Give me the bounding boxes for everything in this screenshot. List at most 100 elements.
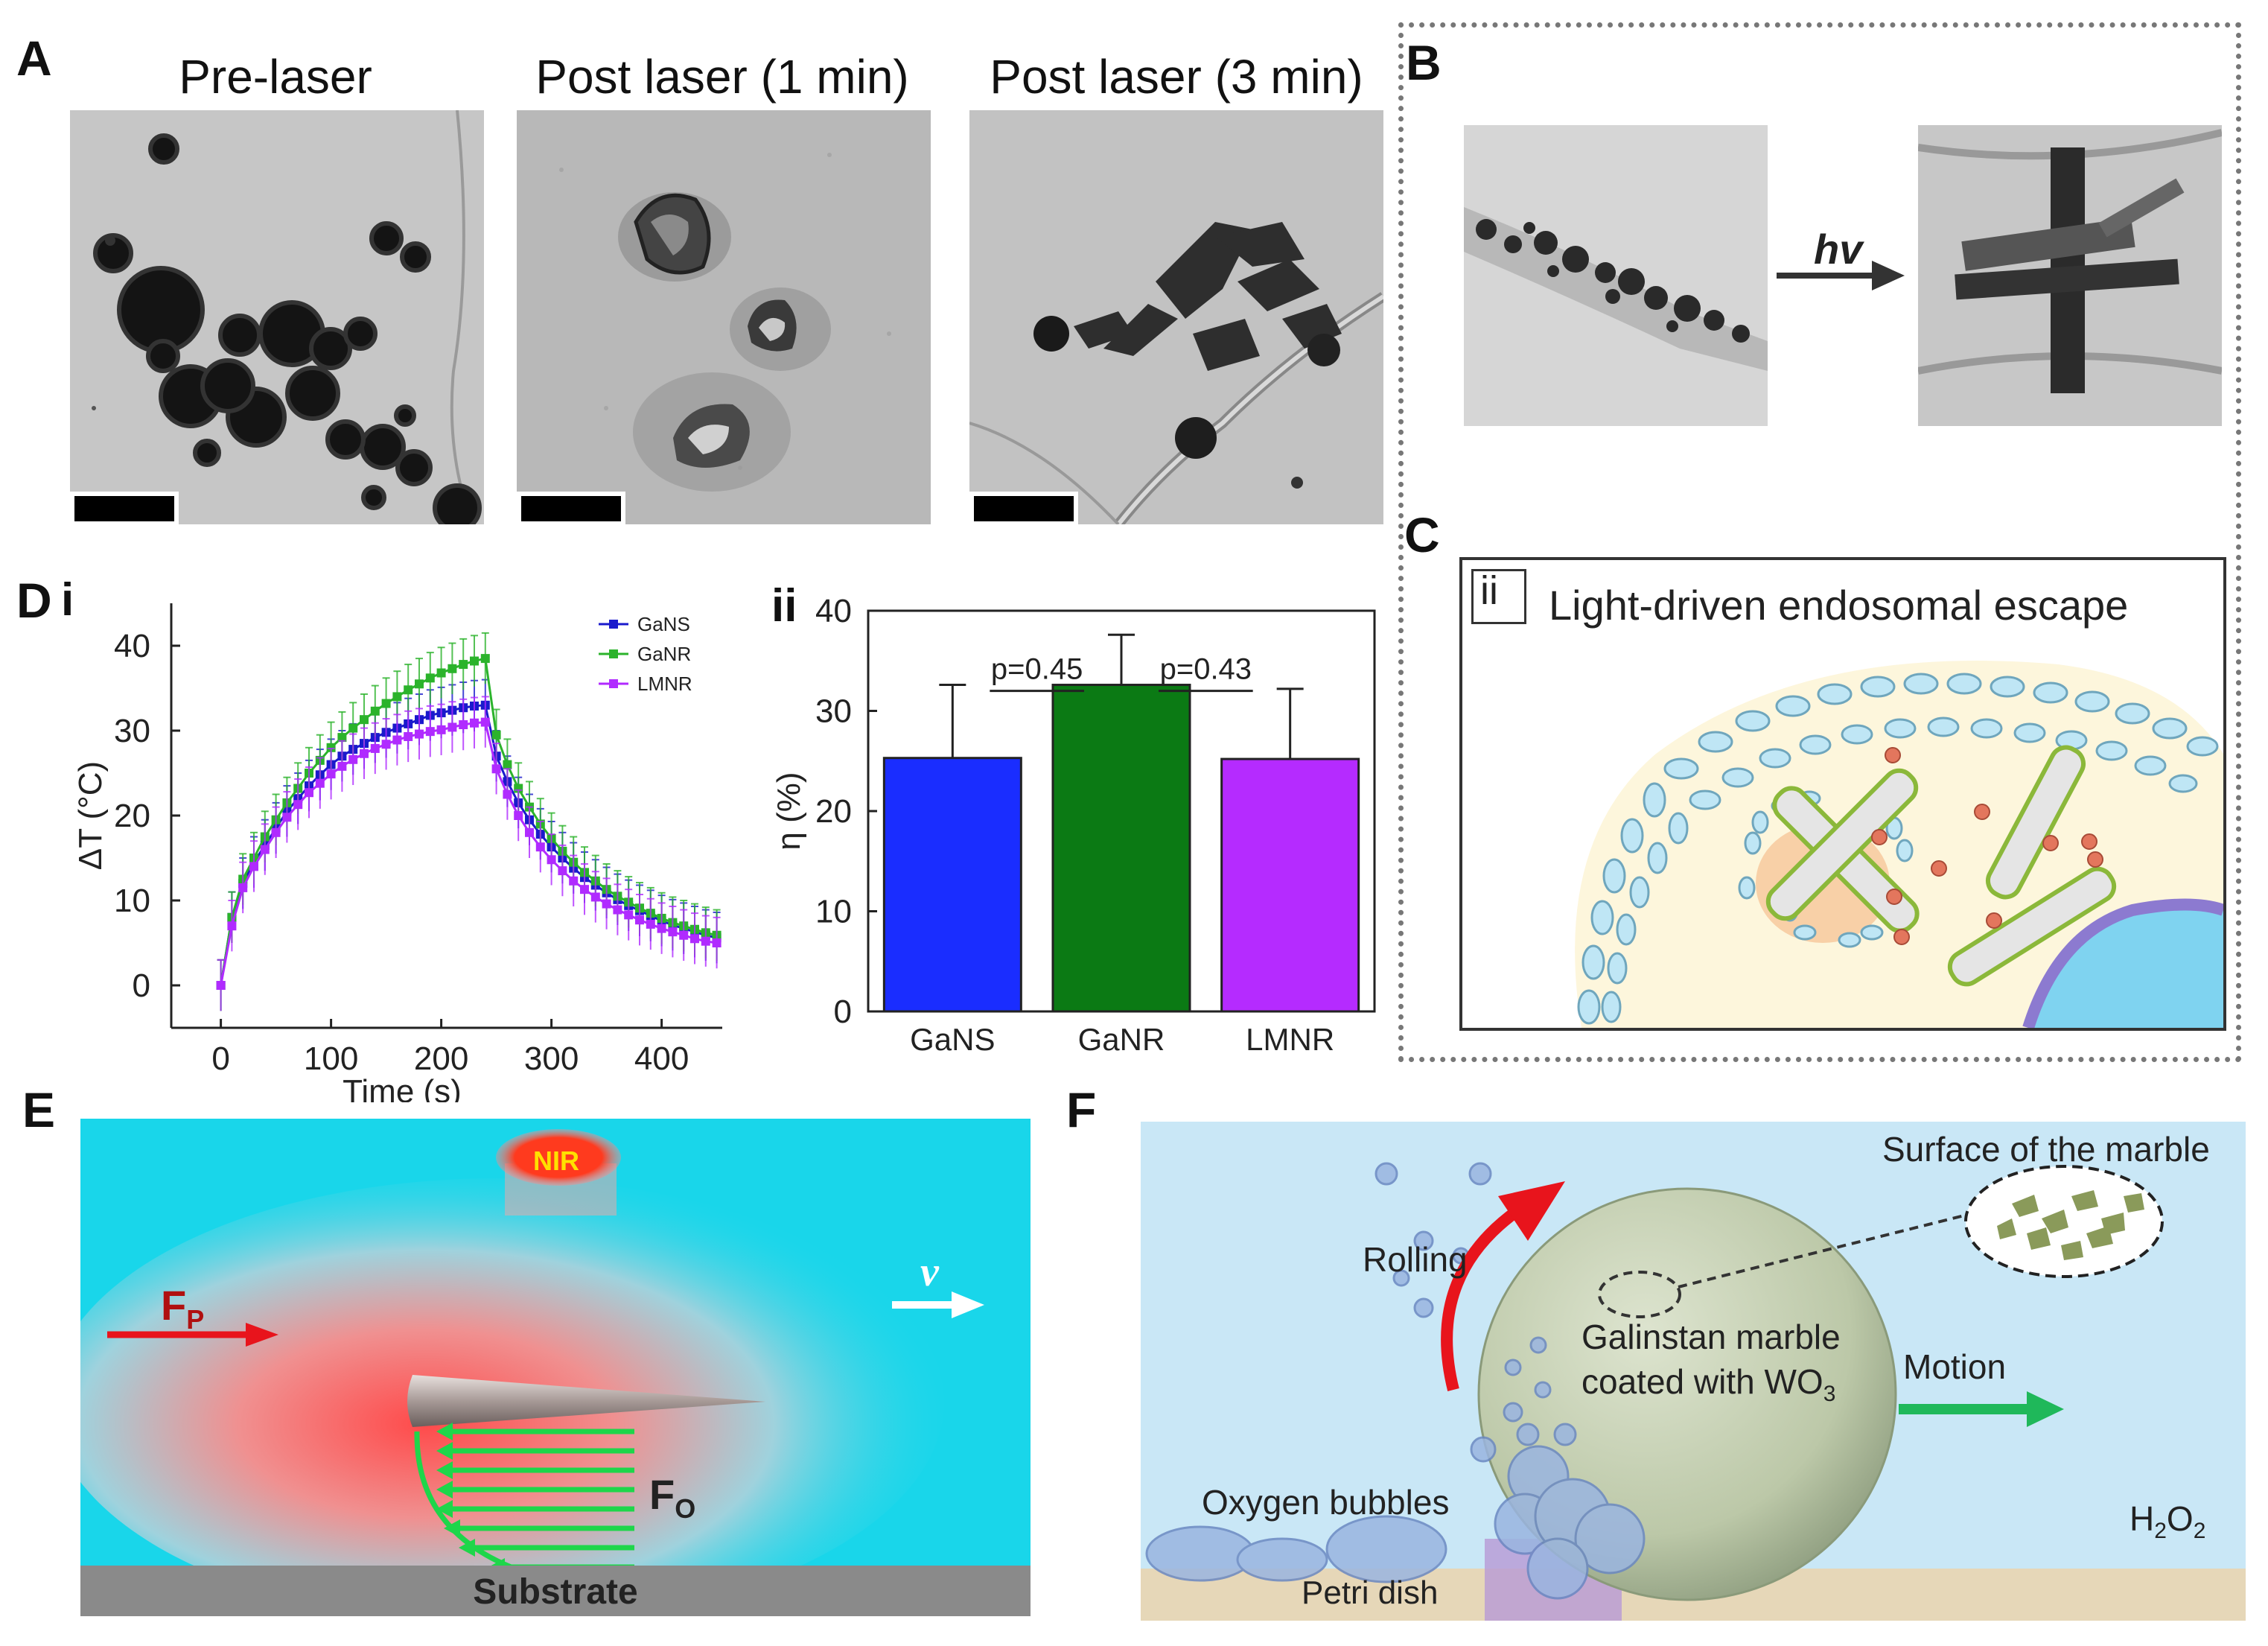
hv-label: hv xyxy=(1814,226,1863,273)
data-point xyxy=(624,910,634,920)
y-tick-label: 0 xyxy=(834,994,852,1030)
h2o2-h: H xyxy=(2130,1499,2155,1538)
data-point xyxy=(712,938,722,947)
marble-coating-text: coated with WO xyxy=(1581,1362,1823,1401)
data-point xyxy=(491,764,501,774)
force-o-f: F xyxy=(649,1471,675,1518)
data-point xyxy=(282,813,292,822)
bar-ganr xyxy=(1051,684,1191,1013)
scale-bar xyxy=(969,492,1078,526)
self-propulsion-diagram: NIR F P v FO Substrate xyxy=(80,1119,1031,1616)
data-point xyxy=(491,730,501,740)
data-point xyxy=(679,930,689,940)
data-point xyxy=(381,740,391,749)
panel-letter-d: D xyxy=(16,573,52,628)
substrate-label: Substrate xyxy=(473,1572,638,1612)
tem-title-pre-laser: Pre-laser xyxy=(179,50,372,104)
tem-image-post-1min xyxy=(517,110,931,524)
endosomal-escape-diagram: ii Light-driven endosomal escape xyxy=(1459,557,2226,1031)
y-tick-label: 10 xyxy=(815,894,852,930)
x-tick-label: 200 xyxy=(414,1040,468,1077)
data-point xyxy=(337,733,347,743)
force-p-subscript: P xyxy=(186,1304,205,1335)
data-point xyxy=(392,692,402,702)
tem-title-post-3min: Post laser (3 min) xyxy=(990,50,1363,104)
data-point xyxy=(238,883,248,892)
data-point xyxy=(590,892,600,902)
data-point xyxy=(348,754,358,764)
velocity-label: v xyxy=(920,1249,939,1295)
data-point xyxy=(646,919,655,929)
data-point xyxy=(249,862,258,871)
data-point xyxy=(480,654,490,664)
data-point xyxy=(436,725,446,734)
data-point xyxy=(436,668,446,678)
legend-marker xyxy=(609,679,618,688)
y-tick-label: 30 xyxy=(114,713,150,749)
data-point xyxy=(470,718,479,728)
line-chart-delta-t: 0 100 200 300 400 0 10 20 30 40 Time (s) ΔT (°C) GaN… xyxy=(72,603,722,1102)
rolling-label: Rolling xyxy=(1363,1240,1468,1279)
oxygen-bubbles-label: Oxygen bubbles xyxy=(1202,1483,1450,1522)
x-axis-title: Time (s) xyxy=(343,1073,462,1102)
tem-image-after-light xyxy=(1918,125,2222,426)
sub-label-box xyxy=(1471,569,1526,624)
data-point xyxy=(535,842,545,852)
y-tick-label: 40 xyxy=(114,628,150,664)
x-tick-label: 100 xyxy=(304,1040,358,1077)
data-point xyxy=(415,729,424,739)
data-point xyxy=(690,934,699,944)
marble-label-line2: coated with WO3 xyxy=(1581,1361,1835,1407)
data-point xyxy=(657,924,666,933)
data-point xyxy=(216,981,226,990)
liquid-marble-diagram: Surface of the marble Rolling Galinstan … xyxy=(1141,1122,2246,1621)
nir-label: NIR xyxy=(533,1145,579,1176)
data-point xyxy=(503,760,512,769)
series-line-gans xyxy=(220,704,717,986)
data-point xyxy=(415,679,424,689)
data-point xyxy=(459,660,468,670)
data-point xyxy=(480,717,490,727)
y-tick-label: 30 xyxy=(815,693,852,730)
x-tick-label: 400 xyxy=(634,1040,689,1077)
h2o2-label: H2O2 xyxy=(2130,1499,2205,1544)
data-point xyxy=(370,743,380,753)
data-point xyxy=(569,876,579,886)
force-o-subscript: O xyxy=(675,1493,696,1525)
sub-label-ii: ii xyxy=(1480,568,1498,613)
h2o2-sub1: 2 xyxy=(2154,1519,2167,1544)
data-point xyxy=(613,905,622,915)
data-point xyxy=(503,789,512,799)
panel-letter-f: F xyxy=(1066,1082,1097,1137)
data-point xyxy=(271,827,281,837)
data-point xyxy=(404,731,413,741)
data-point xyxy=(326,769,336,779)
data-point xyxy=(558,866,567,876)
light-arrow xyxy=(1777,261,1905,290)
force-o-label: FO xyxy=(649,1470,695,1525)
panel-bc-dotted-border xyxy=(1398,22,2241,1062)
y-tick-label: 40 xyxy=(815,593,852,629)
data-point xyxy=(315,778,325,788)
data-point xyxy=(525,827,534,837)
data-point xyxy=(425,673,435,683)
data-point xyxy=(514,811,523,820)
tem-image-post-3min xyxy=(969,110,1383,524)
data-point xyxy=(668,927,678,937)
data-point xyxy=(425,727,435,737)
y-tick-label: 20 xyxy=(114,798,150,834)
data-point xyxy=(447,722,457,732)
data-point xyxy=(326,743,336,752)
data-point xyxy=(701,936,710,946)
scale-bar xyxy=(70,492,179,526)
bar-gans xyxy=(882,757,1022,1013)
petri-dish-label: Petri dish xyxy=(1302,1574,1439,1611)
x-tick-label: 0 xyxy=(211,1040,229,1077)
marble-label-line1: Galinstan marble xyxy=(1581,1318,1841,1356)
x-tick-label: GaNR xyxy=(1078,1022,1165,1057)
data-point xyxy=(305,788,313,798)
data-point xyxy=(337,761,347,771)
chart-label-ii: ii xyxy=(771,580,797,632)
data-point xyxy=(370,706,380,716)
data-point xyxy=(580,885,589,895)
